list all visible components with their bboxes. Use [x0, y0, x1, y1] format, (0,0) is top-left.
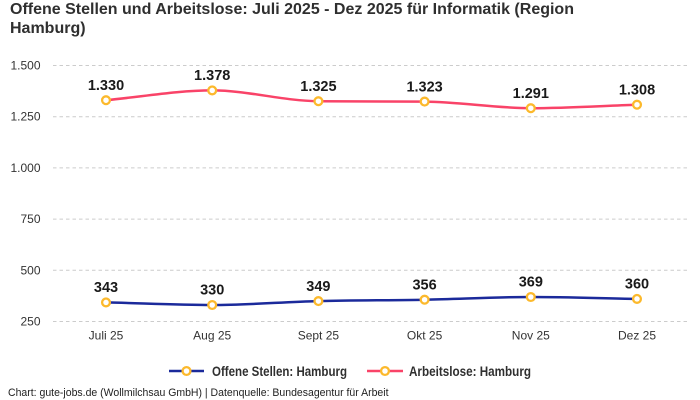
svg-text:Nov 25: Nov 25: [512, 329, 550, 343]
svg-text:1.500: 1.500: [10, 59, 40, 73]
svg-text:369: 369: [519, 275, 543, 291]
svg-text:Offene Stellen: Hamburg: Offene Stellen: Hamburg: [212, 363, 347, 379]
svg-text:250: 250: [20, 315, 40, 329]
svg-text:1.330: 1.330: [88, 78, 124, 94]
svg-text:Okt 25: Okt 25: [407, 329, 443, 343]
svg-text:750: 750: [20, 212, 40, 226]
svg-text:349: 349: [306, 279, 330, 295]
svg-text:330: 330: [200, 283, 224, 299]
svg-text:356: 356: [412, 277, 436, 293]
svg-text:1.250: 1.250: [10, 110, 40, 124]
svg-text:Chart: gute-jobs.de (Wollmilch: Chart: gute-jobs.de (Wollmilchsau GmbH) …: [8, 387, 389, 399]
svg-text:1.000: 1.000: [10, 161, 40, 175]
svg-text:Sept 25: Sept 25: [298, 329, 340, 343]
svg-text:500: 500: [20, 263, 40, 277]
svg-text:Arbeitslose: Hamburg: Arbeitslose: Hamburg: [409, 363, 531, 379]
svg-text:1.323: 1.323: [406, 79, 442, 95]
svg-text:1.308: 1.308: [619, 82, 655, 98]
svg-text:Dez 25: Dez 25: [618, 329, 656, 343]
svg-text:Aug 25: Aug 25: [193, 329, 231, 343]
svg-text:1.291: 1.291: [513, 86, 549, 102]
svg-text:1.325: 1.325: [300, 79, 336, 95]
svg-text:Juli 25: Juli 25: [89, 329, 124, 343]
svg-text:1.378: 1.378: [194, 68, 230, 84]
svg-text:360: 360: [625, 277, 649, 293]
svg-text:343: 343: [94, 280, 118, 296]
